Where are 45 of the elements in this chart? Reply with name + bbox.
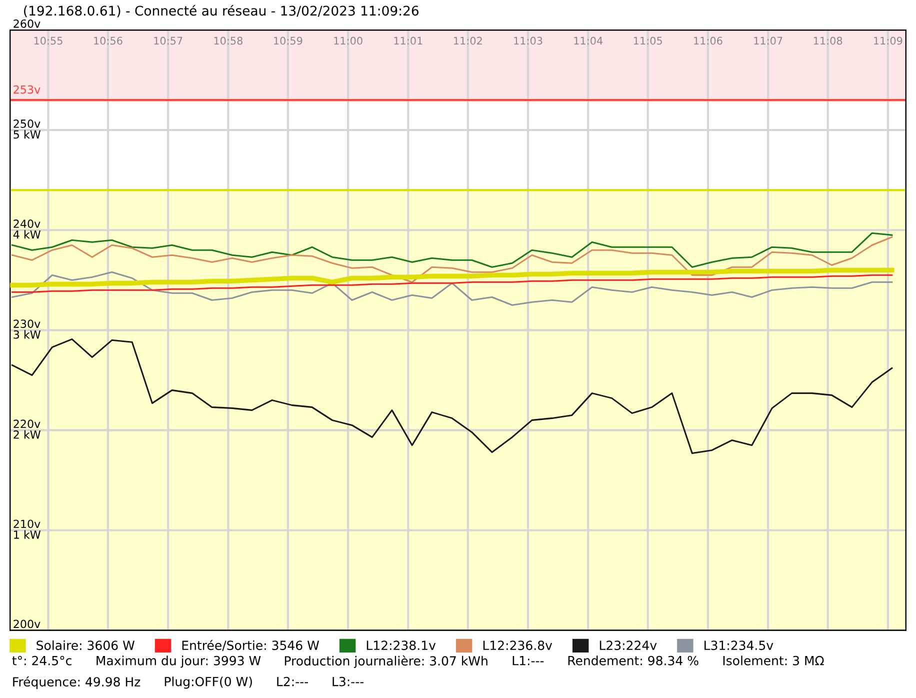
y-tick-label: 220v xyxy=(14,420,40,428)
y2-tick-label: 4 kW xyxy=(13,230,41,239)
x-tick-label: 11:05 xyxy=(634,36,662,45)
y-tick-label: 260v xyxy=(14,19,40,28)
legend-label: L23:224v xyxy=(600,640,657,650)
y-tick-label: 240v xyxy=(14,220,40,228)
text: Fréquence: 49.98 Hz xyxy=(13,676,140,689)
x-tick-label: 10:55 xyxy=(34,36,62,45)
x-tick-label: 11:08 xyxy=(814,36,842,45)
x-tick-label: 11:00 xyxy=(334,36,362,45)
x-tick-label: 11:03 xyxy=(514,36,542,45)
y2-tick-label: 1 kW xyxy=(14,530,41,539)
legend-label: Solaire: 3606 W xyxy=(36,640,134,650)
text: Production journalière: 3.07 kWh xyxy=(284,655,488,668)
text: L1:--- xyxy=(512,656,544,666)
text: t°: 24.5°c xyxy=(12,656,72,666)
x-tick-label: 11:09 xyxy=(874,36,902,45)
y-tick-label: 230v xyxy=(14,320,40,328)
y-tick-label: 210v xyxy=(14,520,40,528)
text: L2:--- xyxy=(277,676,308,686)
x-tick-label: 11:01 xyxy=(394,36,422,45)
chart-title: (192.168.0.61) - Connecté au réseau - 13/02/2023 11:09:26 xyxy=(24,4,418,18)
y2-tick-label: 2 kW xyxy=(14,430,41,439)
text: Isolement: 3 MΩ xyxy=(723,656,824,666)
text: Plug:OFF(0 W) xyxy=(164,676,252,689)
text: L3:--- xyxy=(332,676,364,686)
text: Maximum du jour: 3993 W xyxy=(96,656,261,668)
text: Rendement: 98.34 % xyxy=(568,656,698,666)
y2-tick-label: 3 kW xyxy=(14,330,41,339)
legend-label: L31:234.5v xyxy=(704,640,774,650)
x-tick-label: 11:02 xyxy=(454,36,482,45)
x-tick-label: 10:56 xyxy=(94,36,122,45)
x-tick-label: 10:59 xyxy=(274,36,302,45)
x-tick-label: 10:58 xyxy=(214,36,242,45)
legend-label: L12:238.1v xyxy=(366,640,436,650)
x-tick-label: 11:04 xyxy=(574,36,603,45)
x-tick-label: 11:06 xyxy=(694,36,722,45)
x-tick-label: 10:57 xyxy=(154,36,182,45)
ref-line-label: 253v xyxy=(14,85,40,94)
y2-tick-label: 5 kW xyxy=(14,130,41,139)
y-tick-label: 200v xyxy=(14,620,40,628)
legend-label: Entrée/Sortie: 3546 W xyxy=(182,640,320,652)
y-tick-label: 250v xyxy=(14,120,40,128)
x-tick-label: 11:07 xyxy=(754,36,782,45)
legend-label: L12:236.8v xyxy=(483,640,552,650)
